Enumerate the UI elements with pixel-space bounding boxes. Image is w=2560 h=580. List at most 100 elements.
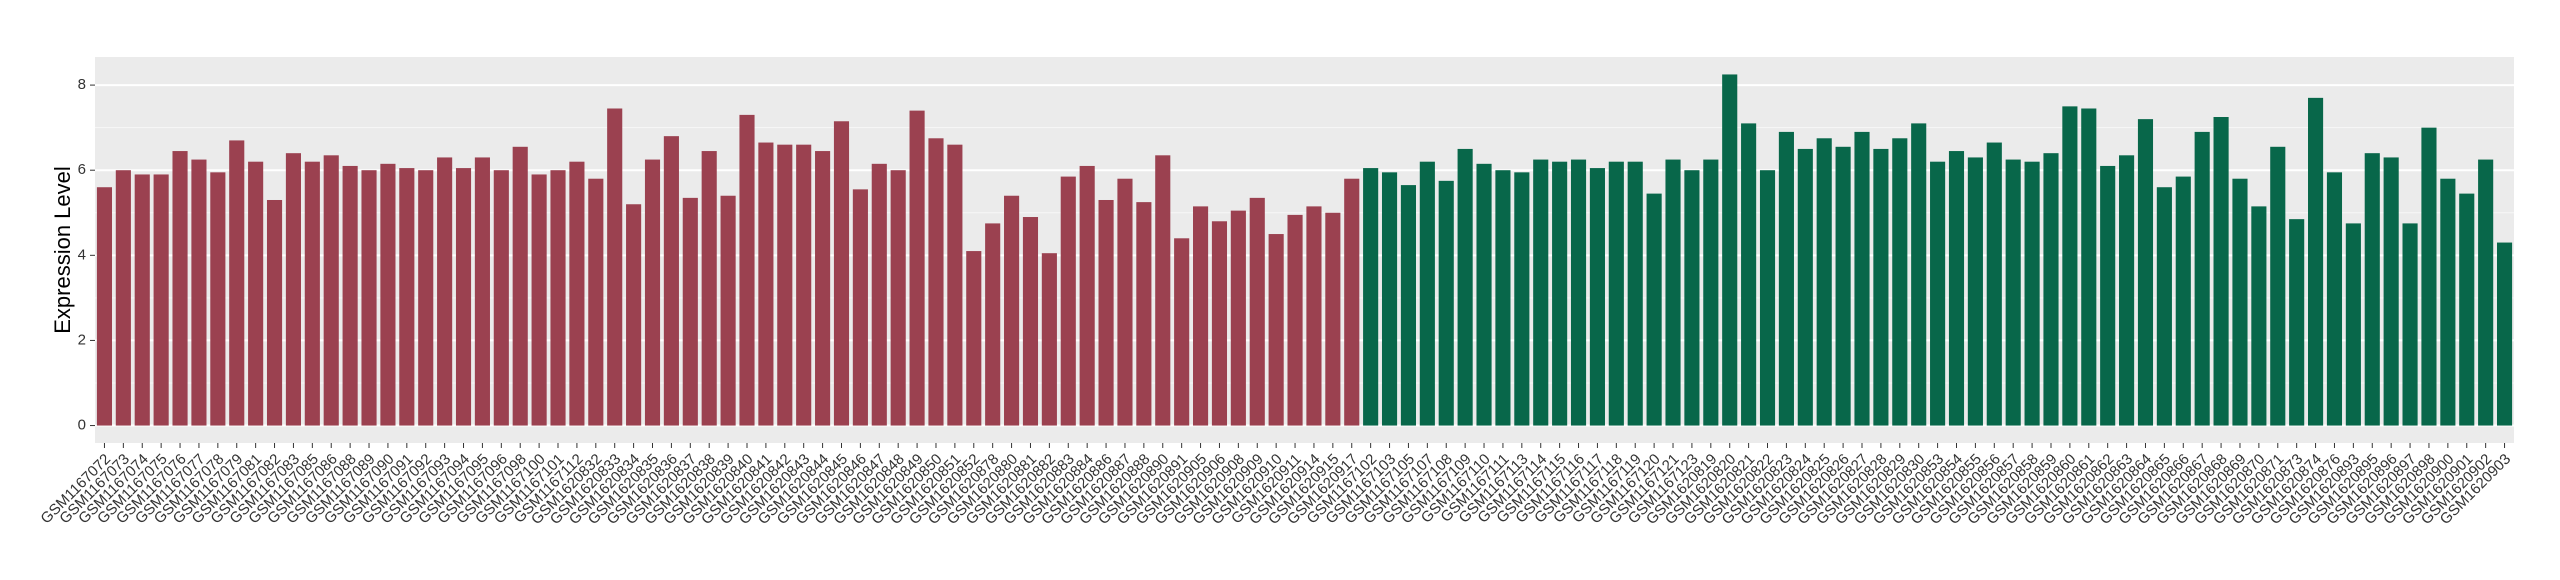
bar	[1192, 206, 1209, 426]
bar	[2496, 242, 2513, 426]
bar	[947, 144, 963, 426]
bar	[2421, 127, 2437, 426]
bar	[1533, 159, 1549, 426]
bar	[1041, 253, 1057, 426]
bar	[229, 140, 245, 426]
bar	[2345, 223, 2361, 426]
bar	[2137, 119, 2154, 426]
bar	[2478, 159, 2494, 426]
bar	[455, 168, 472, 426]
bar	[2402, 223, 2418, 426]
bar	[1552, 161, 1568, 426]
bar	[1873, 148, 1889, 426]
bar	[531, 174, 547, 426]
bar	[928, 138, 944, 426]
bar	[1911, 123, 1927, 426]
bar	[796, 144, 812, 426]
bar	[607, 108, 623, 426]
bar	[1778, 131, 1794, 426]
bar	[1797, 148, 1813, 426]
bar	[1967, 157, 1983, 426]
bar	[191, 159, 207, 426]
bar	[418, 170, 434, 426]
bar	[2062, 106, 2078, 426]
bar	[1136, 202, 1152, 426]
bar	[512, 146, 528, 426]
bar	[1381, 172, 1398, 426]
bar	[2005, 159, 2021, 426]
bar	[1892, 138, 1908, 426]
bar	[1665, 159, 1681, 426]
bar	[1155, 155, 1171, 426]
bar	[1325, 212, 1341, 426]
bar	[2100, 165, 2116, 426]
bar	[115, 170, 131, 426]
bar	[210, 172, 226, 426]
bar	[1174, 238, 1190, 426]
bar	[1835, 146, 1851, 426]
bar	[1287, 214, 1303, 426]
bar	[323, 155, 339, 426]
bar	[2213, 117, 2229, 426]
bar	[682, 197, 698, 426]
bar	[909, 110, 925, 426]
bar	[2383, 157, 2399, 426]
bar	[1627, 161, 1643, 426]
y-tick-label: 6	[78, 161, 86, 178]
bar	[1930, 161, 1946, 426]
bar	[1004, 195, 1020, 426]
bar	[1268, 234, 1284, 426]
bar	[266, 199, 283, 426]
bar	[1306, 206, 1322, 426]
bar	[399, 168, 415, 426]
bar	[2289, 219, 2305, 426]
bar	[1495, 170, 1511, 426]
y-tick-label: 4	[78, 246, 86, 263]
bar	[1741, 123, 1757, 426]
bar	[361, 170, 377, 426]
bar	[493, 170, 509, 426]
bar	[153, 174, 169, 426]
bar	[1419, 161, 1435, 426]
bar	[2119, 155, 2135, 426]
bar	[871, 163, 887, 426]
y-axis-title: Expression Level	[50, 166, 75, 334]
bar	[2308, 97, 2324, 426]
bar	[815, 151, 831, 426]
bar	[248, 161, 264, 426]
bar	[985, 223, 1001, 426]
bar	[966, 251, 982, 426]
bar	[96, 187, 113, 426]
bar	[1098, 199, 1114, 426]
bar	[550, 170, 566, 426]
bar	[1986, 142, 2002, 426]
bar	[777, 144, 793, 426]
bar	[437, 157, 453, 426]
bar	[2156, 187, 2172, 426]
bar	[701, 151, 717, 426]
bar	[1570, 159, 1587, 426]
bar	[852, 189, 868, 426]
bar	[1589, 168, 1605, 426]
bar	[2326, 172, 2343, 426]
y-tick-label: 2	[78, 331, 86, 348]
bar	[2440, 178, 2456, 426]
bar	[1249, 197, 1265, 426]
bar	[626, 204, 642, 426]
bar	[2270, 146, 2286, 426]
bar	[1230, 210, 1246, 426]
bar	[758, 142, 774, 426]
bar	[380, 163, 396, 426]
bar	[2081, 108, 2097, 426]
bar	[1646, 193, 1662, 426]
bar	[2459, 193, 2475, 426]
bar	[1211, 221, 1228, 426]
bar	[1117, 178, 1133, 426]
bar	[890, 170, 906, 426]
bar	[304, 161, 320, 426]
bar	[285, 153, 301, 426]
bar	[1684, 170, 1700, 426]
bar	[474, 157, 490, 426]
bar	[134, 174, 150, 426]
